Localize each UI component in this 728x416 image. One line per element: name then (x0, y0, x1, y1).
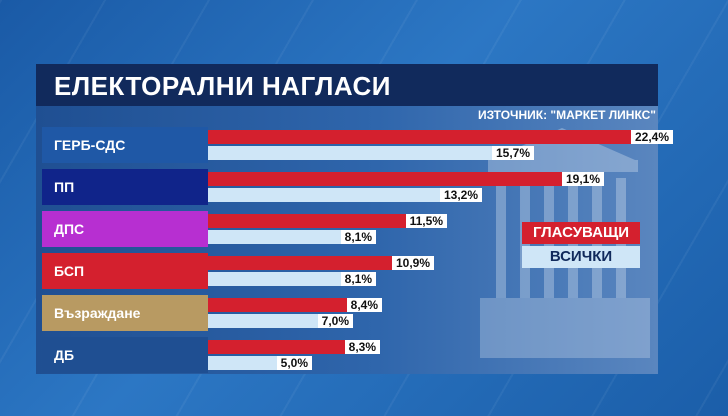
party-label: ДПС (42, 211, 208, 247)
bar-value-label: 19,1% (561, 172, 604, 186)
party-label: ДБ (42, 337, 208, 373)
bar-value-label: 8,1% (340, 230, 376, 244)
bar-voters: 8,4% (208, 298, 382, 312)
bar-value-label: 8,4% (346, 298, 382, 312)
source-label: ИЗТОЧНИК: "МАРКЕТ ЛИНКС" (477, 108, 656, 122)
bar-all: 15,7% (208, 146, 534, 160)
party-row: ПП 19,1% 13,2% (36, 169, 658, 205)
bar-voters: 11,5% (208, 214, 447, 228)
party-row: ДБ 8,3% 5,0% (36, 337, 658, 373)
bar-value-label: 8,1% (340, 272, 376, 286)
bar-value-label: 22,4% (630, 130, 673, 144)
party-row: ГЕРБ-СДС 22,4% 15,7% (36, 127, 673, 163)
party-row: Възраждане 8,4% 7,0% (36, 295, 658, 331)
chart-title: ЕЛЕКТОРАЛНИ НАГЛАСИ (54, 71, 391, 101)
bar-voters: 19,1% (208, 172, 604, 186)
bar-all: 8,1% (208, 230, 376, 244)
party-row: ДПС 11,5% 8,1% (36, 211, 658, 247)
bar-voters: 10,9% (208, 256, 434, 270)
bar-voters: 8,3% (208, 340, 380, 354)
legend-all: ВСИЧКИ (522, 246, 640, 268)
bar-all: 13,2% (208, 188, 482, 202)
party-label: ПП (42, 169, 208, 205)
party-label: БСП (42, 253, 208, 289)
bar-voters: 22,4% (208, 130, 673, 144)
bar-value-label: 15,7% (491, 146, 534, 160)
bar-all: 8,1% (208, 272, 376, 286)
bar-value-label: 13,2% (439, 188, 482, 202)
legend-voters: ГЛАСУВАЩИ (522, 222, 640, 244)
party-row: БСП 10,9% 8,1% (36, 253, 658, 289)
bar-value-label: 5,0% (276, 356, 312, 370)
bar-all: 5,0% (208, 356, 312, 370)
bar-value-label: 10,9% (391, 256, 434, 270)
party-label: Възраждане (42, 295, 208, 331)
bar-value-label: 7,0% (317, 314, 353, 328)
bar-value-label: 11,5% (405, 214, 447, 228)
party-label: ГЕРБ-СДС (42, 127, 208, 163)
title-bar: ЕЛЕКТОРАЛНИ НАГЛАСИ (36, 64, 658, 106)
bar-value-label: 8,3% (344, 340, 380, 354)
bar-all: 7,0% (208, 314, 353, 328)
